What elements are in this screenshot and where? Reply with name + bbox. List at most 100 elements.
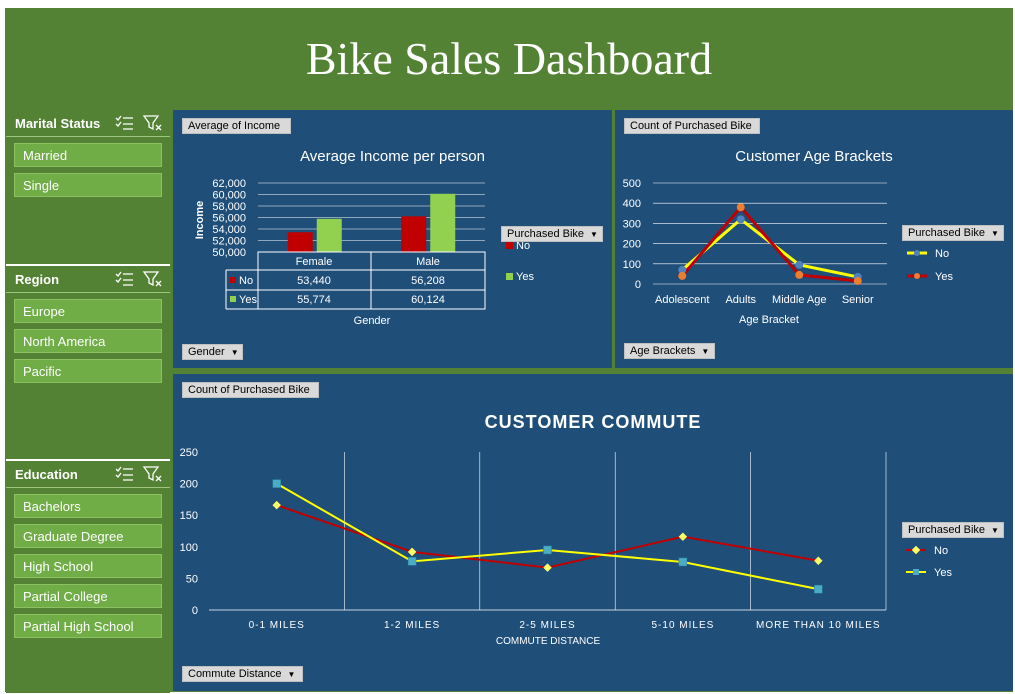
x-tick-label: Adults <box>725 294 756 306</box>
legend-label-no: No <box>516 240 530 252</box>
dropdown-arrow-icon: ▼ <box>287 669 296 679</box>
data-point-yes <box>736 203 745 212</box>
multi-select-icon[interactable] <box>114 465 136 483</box>
dropdown-arrow-icon: ▼ <box>230 347 239 357</box>
slicer-region: Region Europe North America Pacific <box>6 264 170 458</box>
value-field-button[interactable]: Count of Purchased Bike <box>182 382 319 398</box>
commute-chart-panel: Count of Purchased Bike CUSTOMER COMMUTE… <box>173 374 1013 691</box>
slicer-item-graduate-degree[interactable]: Graduate Degree <box>14 524 162 548</box>
data-point-no <box>814 556 823 565</box>
y-tick-label: 100 <box>180 542 198 554</box>
slicer-item-single[interactable]: Single <box>14 173 162 197</box>
x-axis-label: Gender <box>354 315 391 327</box>
slicer-item-high-school[interactable]: High School <box>14 554 162 578</box>
x-axis-label: COMMUTE DISTANCE <box>496 636 601 647</box>
legend-label-yes: Yes <box>935 271 953 283</box>
legend-marker-yes <box>506 273 513 280</box>
x-tick-label: 5-10 MILES <box>651 620 714 631</box>
income-chart: Income 62,00060,00058,00056,00054,00052,… <box>194 178 534 327</box>
commute-chart: 250 200 150 100 50 0 0-1 MILES 1-2 MILES 2-5 MI… <box>180 447 953 647</box>
x-tick-label: Adolescent <box>655 294 709 306</box>
y-tick-label: 52,000 <box>212 236 246 248</box>
y-tick-label: 54,000 <box>212 224 246 236</box>
slicer-title: Education <box>15 466 78 482</box>
axis-field-label: Gender <box>188 346 225 358</box>
table-row-label-no: No <box>239 275 253 287</box>
axis-field-button[interactable]: Age Brackets ▼ <box>624 343 715 359</box>
bar-yes-male <box>430 193 456 252</box>
multi-select-icon[interactable] <box>114 270 136 288</box>
clear-filter-icon[interactable] <box>142 114 164 132</box>
bar-no-male <box>401 216 427 252</box>
y-tick-label: 200 <box>180 479 198 491</box>
data-point-no <box>543 563 552 572</box>
income-chart-panel: Average of Income Average Income per per… <box>173 110 612 368</box>
legend-label-yes: Yes <box>516 271 534 283</box>
table-cell: 53,440 <box>297 275 331 287</box>
data-point-yes <box>272 479 281 488</box>
slicer-item-north-america[interactable]: North America <box>14 329 162 353</box>
legend-field-button[interactable]: Purchased Bike ▼ <box>902 225 1004 241</box>
y-tick-label: 0 <box>192 605 198 617</box>
slicer-item-bachelors[interactable]: Bachelors <box>14 494 162 518</box>
slicer-item-pacific[interactable]: Pacific <box>14 359 162 383</box>
legend-field-label: Purchased Bike <box>908 227 986 239</box>
age-chart-panel: Count of Purchased Bike Customer Age Bra… <box>615 110 1013 368</box>
y-tick-label: 500 <box>623 178 641 190</box>
dashboard-title: Bike Sales Dashboard <box>305 32 713 84</box>
y-tick-label: 400 <box>623 198 641 210</box>
axis-field-label: Age Brackets <box>630 345 696 357</box>
legend-field-label: Purchased Bike <box>507 228 585 240</box>
legend-label-no: No <box>935 248 949 260</box>
y-axis-label: Income <box>194 201 206 240</box>
table-header-male: Male <box>416 256 440 268</box>
axis-field-button[interactable]: Commute Distance ▼ <box>182 666 303 682</box>
dropdown-arrow-icon: ▼ <box>991 525 999 535</box>
data-point-yes <box>407 557 417 566</box>
legend-key-no <box>230 277 236 283</box>
slicer-item-married[interactable]: Married <box>14 143 162 167</box>
clear-filter-icon[interactable] <box>142 270 164 288</box>
y-tick-label: 56,000 <box>212 213 246 225</box>
data-point-yes <box>678 557 688 567</box>
legend-marker-yes <box>914 273 920 279</box>
table-header-female: Female <box>296 256 333 268</box>
legend-marker-no <box>506 242 513 249</box>
series-line-no <box>276 504 819 569</box>
legend-field-button[interactable]: Purchased Bike ▼ <box>902 522 1004 538</box>
multi-select-icon[interactable] <box>114 114 136 132</box>
clear-filter-icon[interactable] <box>142 465 164 483</box>
slicer-education: Education Bachelors Graduate Degree High… <box>6 459 170 693</box>
axis-field-button[interactable]: Gender ▼ <box>182 344 243 360</box>
slicer-marital-status: Marital Status Married Single <box>6 110 170 260</box>
legend-key-yes <box>230 296 236 302</box>
value-field-button[interactable]: Count of Purchased Bike <box>624 118 760 134</box>
slicer-item-europe[interactable]: Europe <box>14 299 162 323</box>
series-line-no <box>681 217 859 279</box>
y-tick-label: 300 <box>623 218 641 230</box>
y-tick-label: 150 <box>180 510 198 522</box>
table-cell: 55,774 <box>297 294 331 306</box>
legend-field-button[interactable]: Purchased Bike ▼ <box>501 226 603 242</box>
y-tick-label: 50 <box>186 573 198 585</box>
data-point-no <box>795 260 804 269</box>
y-tick-label: 62,000 <box>212 178 246 190</box>
legend-label-no: No <box>934 545 948 557</box>
legend-label-yes: Yes <box>934 567 952 579</box>
x-tick-label: 2-5 MILES <box>519 620 575 631</box>
data-point-yes <box>543 545 552 555</box>
table-cell: 56,208 <box>411 275 445 287</box>
data-point-no <box>272 500 281 510</box>
data-point-no <box>736 215 745 224</box>
y-tick-label: 50,000 <box>212 247 246 259</box>
value-field-button[interactable]: Average of Income <box>182 118 291 134</box>
y-tick-label: 60,000 <box>212 190 246 202</box>
slicer-item-partial-college[interactable]: Partial College <box>14 584 162 608</box>
axis-field-label: Commute Distance <box>188 668 282 680</box>
series-line-yes <box>276 482 819 591</box>
slicer-item-partial-high-school[interactable]: Partial High School <box>14 614 162 638</box>
data-point-no <box>678 532 688 541</box>
bar-yes-female <box>316 218 342 252</box>
y-tick-label: 200 <box>623 239 641 251</box>
x-tick-label: 0-1 MILES <box>249 620 305 631</box>
